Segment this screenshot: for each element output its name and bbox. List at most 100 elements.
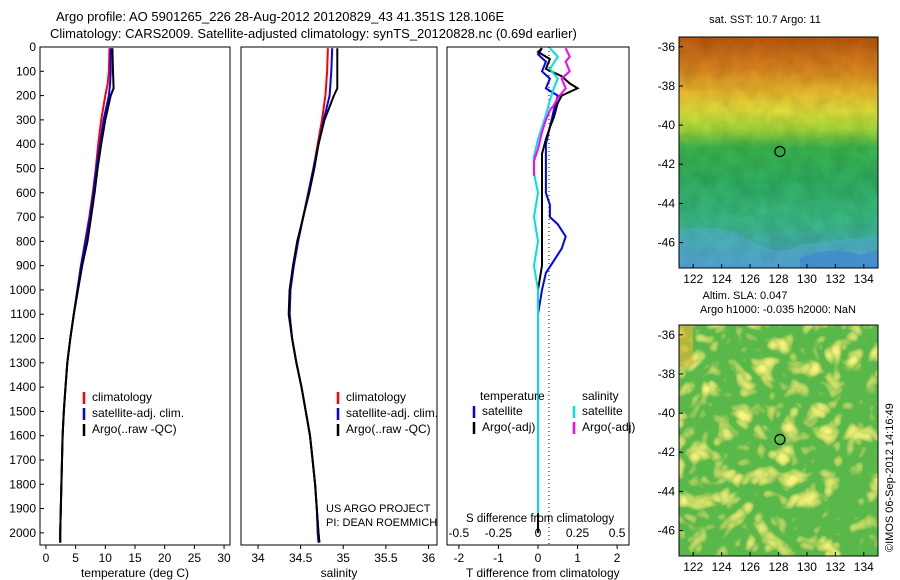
sla-heatmap bbox=[679, 325, 878, 556]
project-credit: US ARGO PROJECT bbox=[326, 503, 431, 515]
difference-xlabel: T difference from climatology bbox=[466, 566, 620, 580]
map-x-tick-label: 130 bbox=[797, 272, 817, 286]
x-tick-label: -2 bbox=[454, 551, 465, 565]
map-x-tick-label: 126 bbox=[740, 560, 760, 574]
sst-map-title: sat. SST: 10.7 Argo: 11 bbox=[709, 14, 821, 26]
legend-label: satellite bbox=[482, 404, 523, 418]
temperature-panel: 0100200300400500600700800900100011001200… bbox=[9, 40, 231, 580]
x-tick-label: 10 bbox=[99, 551, 113, 565]
map-y-tick-label: -44 bbox=[658, 484, 676, 498]
top-tick-label: 0.25 bbox=[566, 526, 590, 540]
map-x-tick-label: 126 bbox=[740, 272, 760, 286]
temperature-xlabel: temperature (deg C) bbox=[81, 566, 189, 580]
x-tick-label: 0 bbox=[535, 551, 542, 565]
map-y-tick-label: -36 bbox=[658, 40, 676, 54]
salinity-xlabel: salinity bbox=[321, 566, 358, 580]
difference-legend: satellite Argo(-adj) satellite Argo(-adj) bbox=[472, 404, 635, 434]
depth-axis: 0 100 200 300 400 500 600 700 800 900 1000 1100 1200… bbox=[9, 40, 44, 540]
y-tick-label: 300 bbox=[16, 113, 36, 127]
y-tick-label: 2000 bbox=[9, 526, 36, 540]
y-tick-label: 1200 bbox=[9, 332, 36, 346]
series-line-argo-raw-qc- bbox=[59, 48, 115, 543]
x-tick-label: 0 bbox=[43, 551, 50, 565]
difference-xlabel-top: S difference from climatology bbox=[466, 513, 614, 525]
legend-label: Argo(..raw -QC) bbox=[346, 422, 431, 436]
sst-map-panel: sat. SST: 10.7 Argo: 11 122 124 126 128 130 1… bbox=[658, 14, 879, 286]
x-tick-label: 25 bbox=[188, 551, 202, 565]
sla-map-subtitle: Argo h1000: -0.035 h2000: NaN bbox=[700, 304, 856, 316]
difference-series bbox=[532, 47, 580, 533]
map-y-tick-label: -40 bbox=[658, 406, 676, 420]
top-tick-label: -0.5 bbox=[449, 526, 470, 540]
x-tick-label: 5 bbox=[72, 551, 79, 565]
header-line-1: Argo profile: AO 5901265_226 28-Aug-2012… bbox=[56, 9, 505, 24]
sst-heatmap bbox=[679, 37, 878, 268]
salinity-series bbox=[287, 48, 339, 543]
map-x-tick-label: 128 bbox=[768, 272, 788, 286]
legend-label: satellite bbox=[582, 404, 623, 418]
sst-cold-patch bbox=[800, 250, 878, 268]
x-tick-label: 35.5 bbox=[374, 551, 398, 565]
temperature-legend: climatology satellite-adj. clim. Argo(..ra… bbox=[82, 390, 184, 436]
sst-map-axes: 122 124 126 128 130 132 134 -36 -38 -40 -42 -44 -46 bbox=[658, 40, 874, 286]
y-tick-label: 1700 bbox=[9, 453, 36, 467]
copyright-vertical: ©IMOS 06-Sep-2012 14:16:49 bbox=[884, 403, 896, 552]
argo-position-marker-2 bbox=[774, 433, 786, 446]
map-x-tick-label: 122 bbox=[683, 560, 703, 574]
x-tick-label: 34 bbox=[251, 551, 265, 565]
y-tick-label: 1300 bbox=[9, 356, 36, 370]
map-x-tick-label: 134 bbox=[854, 560, 874, 574]
y-tick-label: 0 bbox=[29, 40, 36, 54]
legend-temperature-title: temperature bbox=[480, 389, 545, 403]
y-tick-label: 900 bbox=[16, 259, 36, 273]
legend-label: Argo(-adj) bbox=[582, 420, 635, 434]
salinity-panel: 34 34.5 35 35.5 36 salinity climatology satel… bbox=[240, 46, 438, 580]
map-x-tick-label: 132 bbox=[825, 560, 845, 574]
x-tick-label: 20 bbox=[158, 551, 172, 565]
y-tick-label: 800 bbox=[16, 234, 36, 248]
y-tick-label: 1600 bbox=[9, 429, 36, 443]
map-x-tick-label: 130 bbox=[797, 560, 817, 574]
map-x-tick-label: 128 bbox=[768, 560, 788, 574]
argo-position-marker bbox=[774, 145, 786, 158]
map-y-tick-label: -42 bbox=[658, 445, 676, 459]
y-tick-label: 400 bbox=[16, 137, 36, 151]
temperature-series bbox=[59, 48, 115, 543]
difference-x-axis: -2 -1 0 1 2 -0.5 -0.25 0 0.25 0.5 bbox=[449, 526, 626, 565]
map-y-tick-label: -46 bbox=[658, 236, 676, 250]
temperature-frame bbox=[39, 46, 231, 546]
x-tick-label: 35 bbox=[337, 551, 351, 565]
legend-label: satellite-adj. clim. bbox=[346, 406, 438, 420]
sla-map-axes: 122 124 126 128 130 132 134 -36 -38 -40 -42 -44 -46 bbox=[658, 328, 874, 574]
series-line-s-argo-adj- bbox=[533, 47, 571, 176]
series-line-argo-raw-qc- bbox=[287, 48, 339, 543]
map-x-tick-label: 134 bbox=[854, 272, 874, 286]
y-tick-label: 1000 bbox=[9, 283, 36, 297]
sla-map-panel: Altim. SLA: 0.047 Argo h1000: -0.035 h20… bbox=[658, 290, 879, 574]
y-tick-label: 1100 bbox=[10, 307, 36, 321]
y-tick-label: 500 bbox=[16, 161, 36, 175]
y-tick-label: 100 bbox=[16, 64, 36, 78]
temperature-x-axis: 0 5 10 15 20 25 30 bbox=[43, 545, 231, 565]
legend-label: Argo(..raw -QC) bbox=[92, 422, 177, 436]
map-y-tick-label: -38 bbox=[658, 367, 676, 381]
x-tick-label: 1 bbox=[574, 551, 581, 565]
top-tick-label: 0 bbox=[535, 526, 542, 540]
x-tick-label: 36 bbox=[422, 551, 436, 565]
difference-panel: -2 -1 0 1 2 -0.5 -0.25 0 0.25 0.5 S difference fr… bbox=[446, 46, 635, 580]
legend-label: climatology bbox=[346, 390, 406, 404]
legend-label: climatology bbox=[92, 390, 152, 404]
y-tick-label: 200 bbox=[16, 89, 36, 103]
map-x-tick-label: 132 bbox=[825, 272, 845, 286]
salinity-frame bbox=[240, 46, 438, 546]
y-tick-label: 600 bbox=[16, 186, 36, 200]
x-tick-label: 15 bbox=[128, 551, 142, 565]
x-tick-label: -1 bbox=[493, 551, 504, 565]
header-line-2: Climatology: CARS2009. Satellite-adjuste… bbox=[50, 26, 577, 41]
y-tick-label: 1400 bbox=[9, 380, 36, 394]
legend-label: satellite-adj. clim. bbox=[92, 406, 184, 420]
x-tick-label: 34.5 bbox=[289, 551, 313, 565]
top-tick-label: 0.5 bbox=[609, 526, 626, 540]
legend-label: Argo(-adj) bbox=[482, 420, 535, 434]
